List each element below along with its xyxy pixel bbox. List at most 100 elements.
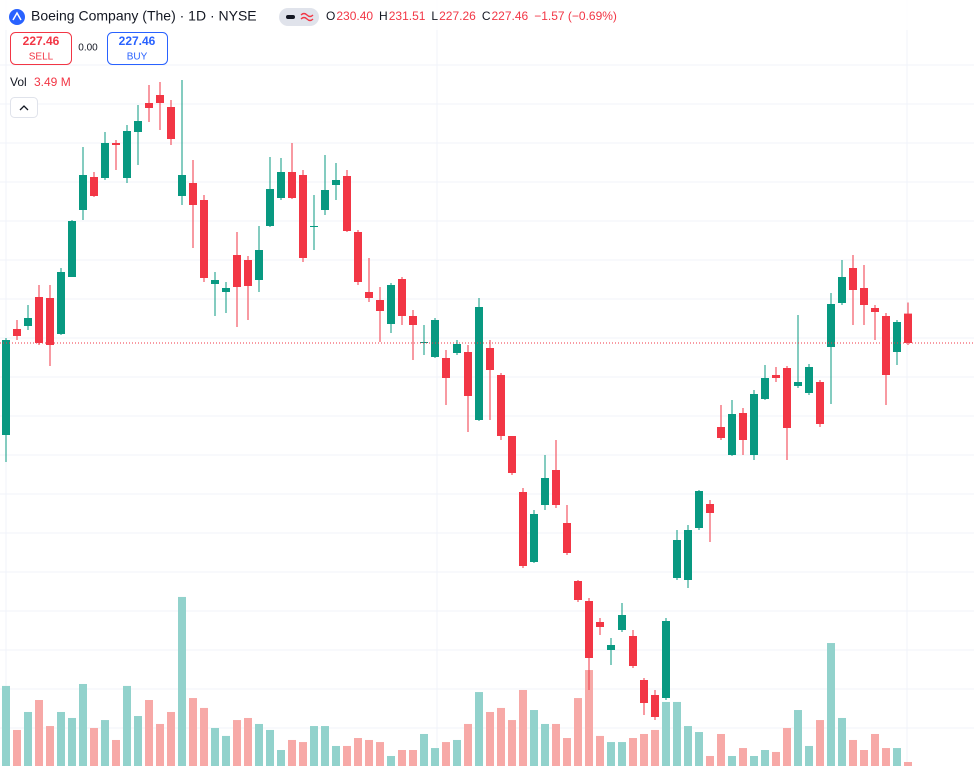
candle-body: [2, 340, 10, 435]
candle-body: [629, 636, 637, 666]
volume-bar: [321, 726, 329, 766]
status-pill[interactable]: [279, 8, 319, 26]
volume-bar: [68, 717, 76, 766]
volume-bar: [761, 750, 769, 766]
collapse-button[interactable]: [10, 97, 38, 118]
candle-body: [24, 318, 32, 326]
candle-body: [607, 645, 615, 650]
candle-body: [882, 316, 890, 375]
volume-value: 3.49 M: [34, 75, 71, 89]
candle-body: [409, 316, 417, 325]
candle-body: [739, 413, 747, 440]
buy-label: BUY: [127, 52, 148, 63]
volume-legend: Vol 3.49 M: [10, 75, 71, 118]
candle-body: [827, 304, 835, 347]
volume-bar: [904, 761, 912, 766]
volume-bar: [541, 723, 549, 766]
candle-body: [123, 131, 131, 178]
volume-bar: [453, 739, 461, 766]
volume-bar: [497, 707, 505, 766]
volume-bar: [409, 750, 417, 766]
candle-body: [904, 313, 912, 343]
volume-bar: [882, 748, 890, 766]
symbol-logo[interactable]: [9, 9, 25, 25]
volume-bar: [640, 733, 648, 766]
volume-pane: [2, 596, 912, 766]
volume-bar: [805, 745, 813, 766]
candle-body: [761, 378, 769, 399]
candle-body: [464, 352, 472, 396]
ohlc-key: H: [379, 9, 388, 23]
candle-body: [530, 514, 538, 562]
volume-bar: [343, 745, 351, 766]
volume-bar: [233, 720, 241, 766]
volume-bar: [211, 727, 219, 766]
candle-body: [805, 367, 813, 393]
candle-body: [541, 478, 549, 505]
candle-body: [783, 368, 791, 428]
ohlc-key: L: [431, 9, 438, 23]
volume-bar: [772, 751, 780, 766]
volume-bar: [574, 698, 582, 766]
volume-bar: [794, 710, 802, 766]
candle-body: [354, 232, 362, 282]
candle-body: [651, 695, 659, 717]
candle-body: [35, 297, 43, 343]
volume-bar: [486, 711, 494, 766]
volume-bar: [431, 748, 439, 766]
volume-bar: [200, 707, 208, 766]
candle-body: [332, 180, 340, 185]
buy-price: 227.46: [119, 34, 156, 48]
candle-body: [222, 288, 230, 292]
sell-label: SELL: [29, 52, 54, 63]
candle-body: [695, 491, 703, 528]
candle-body: [728, 414, 736, 455]
pill-icon: [286, 15, 295, 19]
candle-body: [453, 344, 461, 353]
candle-body: [508, 436, 516, 473]
candle-body: [574, 581, 582, 600]
volume-bar: [387, 755, 395, 766]
collapse-icon: [19, 105, 29, 111]
volume-bar: [35, 700, 43, 766]
candle-body: [849, 268, 857, 290]
candle-body: [431, 320, 439, 357]
candle-body: [662, 621, 670, 698]
candle-body: [387, 285, 395, 324]
symbol-title[interactable]: Boeing Company (The) · 1D · NYSE: [31, 8, 257, 24]
candle-body: [134, 121, 142, 132]
candle-body: [860, 288, 868, 305]
header: Boeing Company (The) · 1D · NYSE O 230.40…: [0, 0, 974, 30]
volume-bar: [222, 735, 230, 766]
volume-bar: [178, 596, 186, 766]
trade-buttons: 227.46 SELL 0.00 227.46 BUY: [10, 32, 168, 65]
volume-bar: [46, 726, 54, 766]
volume-bar: [717, 733, 725, 766]
volume-bar: [750, 755, 758, 766]
candle-body: [167, 107, 175, 139]
candle-body: [112, 143, 120, 145]
candle-body: [673, 540, 681, 578]
volume-bar: [816, 720, 824, 766]
volume-bar: [607, 742, 615, 766]
volume-bar: [420, 733, 428, 766]
price-pane: [0, 80, 974, 720]
volume-bar: [596, 735, 604, 766]
buy-button[interactable]: [107, 32, 168, 65]
candle-body: [288, 172, 296, 198]
volume-bar: [552, 723, 560, 766]
candle-body: [838, 277, 846, 303]
candle-body: [871, 308, 879, 312]
sell-button[interactable]: [10, 32, 72, 65]
candle-body: [156, 95, 164, 103]
candle-body: [90, 177, 98, 196]
volume-bar: [849, 739, 857, 766]
volume-bar: [112, 739, 120, 766]
volume-name: Vol: [10, 75, 27, 89]
candle-body: [585, 601, 593, 658]
ohlc-value: 231.51: [389, 9, 426, 23]
volume-bar: [277, 750, 285, 766]
candle-body: [717, 427, 725, 438]
candle-body: [145, 103, 153, 108]
